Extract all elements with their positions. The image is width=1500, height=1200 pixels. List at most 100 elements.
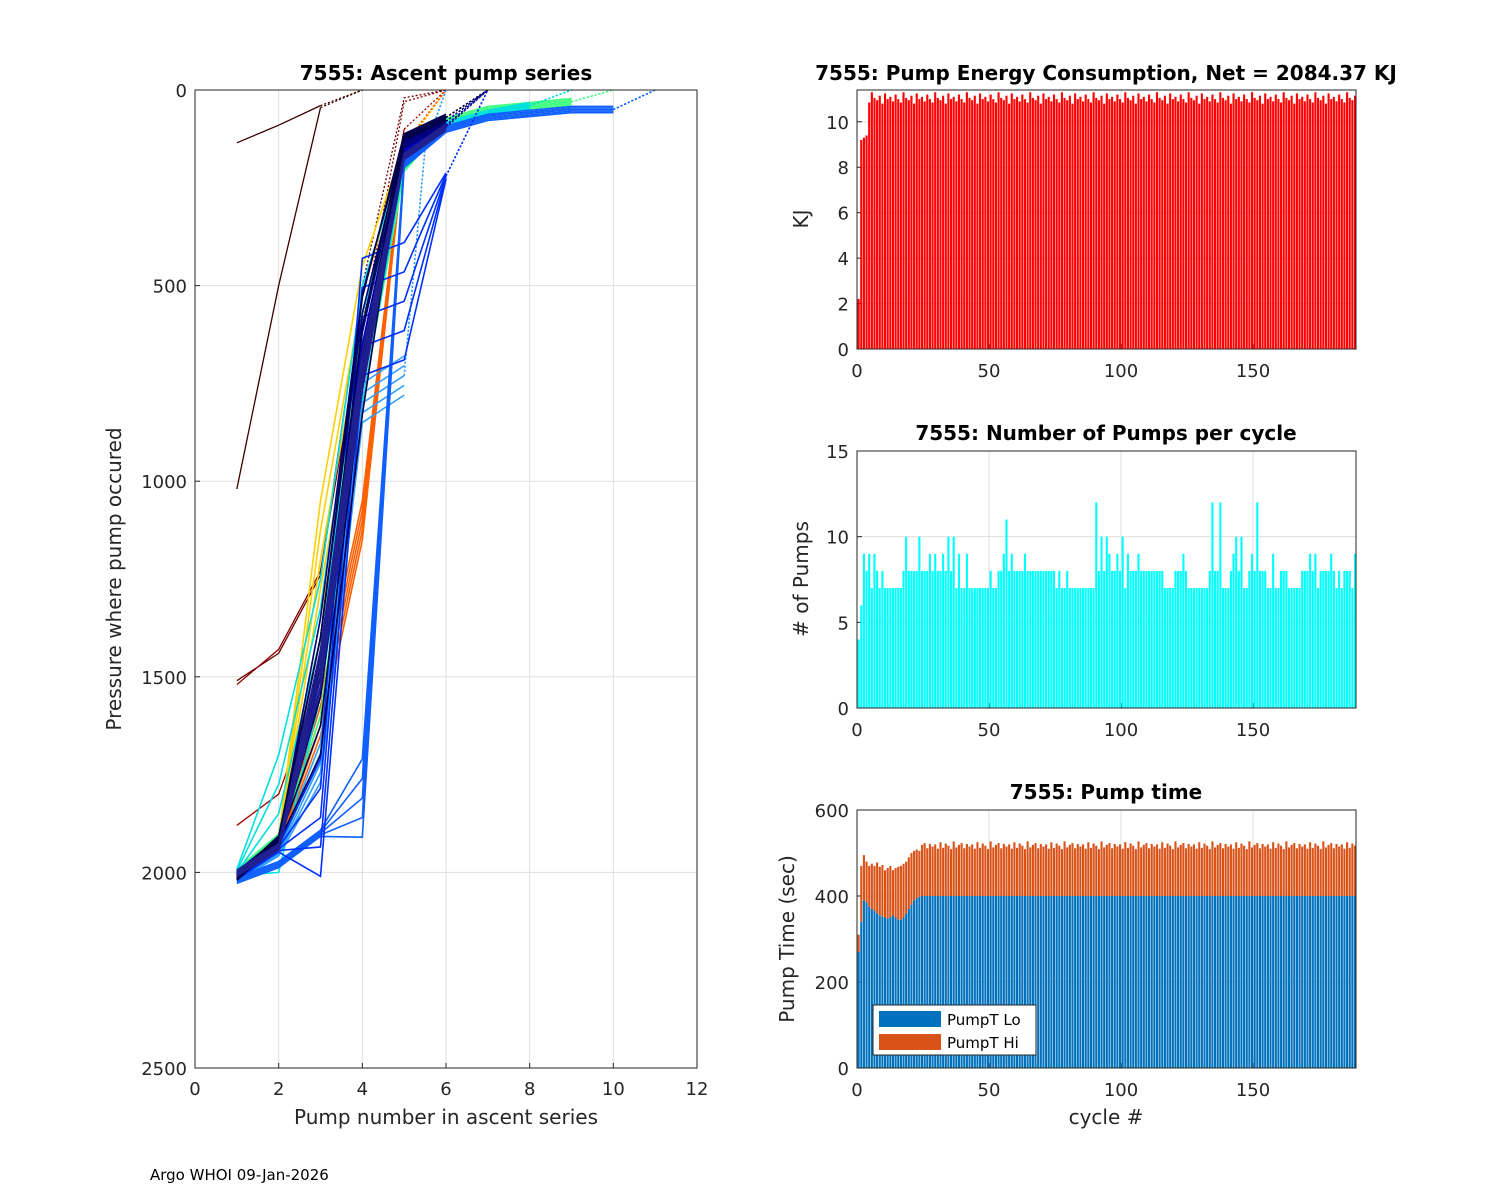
energy-bar [968,97,971,349]
pump-hi-bar [1319,849,1322,896]
pump-hi-bar [1203,843,1206,896]
bars [857,841,1357,1068]
pump-hi-bar [1039,843,1042,896]
energy-bar [1187,92,1190,350]
pump-hi-bar [1063,841,1066,896]
pump-lo-bar [1266,896,1269,1068]
pumps-bar [1145,570,1148,708]
pump-lo-bar [926,896,929,1068]
pump-lo-bar [1192,896,1196,1068]
energy-bar [1316,97,1320,349]
energy-bar [1245,99,1248,349]
pump-lo-bar [1095,896,1098,1068]
energy-bar [1153,102,1156,350]
pump-hi-bar [979,847,982,896]
energy-bar [1010,93,1013,349]
pumps-bar [857,639,860,708]
pump-hi-bar [1340,844,1343,896]
energy-bar [1256,100,1259,349]
pump-hi-bar [1253,844,1256,896]
legend-swatch-lo [879,1011,941,1027]
pumps-bar [1140,570,1143,708]
pumps-bar [1330,553,1333,708]
energy-bar [1327,93,1330,349]
pump-hi-bar [1322,841,1325,896]
pumps-bar [923,570,926,708]
pumps-bar [1089,588,1093,708]
energy-bar [1353,95,1357,349]
pump-lo-bar [1269,896,1272,1068]
energy-bar [1000,97,1003,349]
energy-bar [1179,94,1182,350]
pump-hi-bar [1282,849,1285,896]
pump-hi-bar [1224,843,1227,896]
pump-lo-bar [1142,896,1145,1068]
pumps-bar [989,570,992,708]
pump-lo-bar [1200,896,1203,1068]
series-dotted-line [613,89,656,111]
energy-bar [926,94,929,350]
series-line [236,105,321,144]
pump-hi-bar [1137,841,1140,896]
pump-lo-bar [1076,896,1079,1068]
pump-hi-bar [1045,844,1048,896]
pump-lo-bar [1348,896,1351,1068]
pumps-bar [1000,570,1003,708]
pump-lo-bar [1295,896,1298,1068]
energy-bar [865,135,868,349]
energy-bar [1166,103,1169,349]
pumps-bar [1002,553,1005,708]
pumps-bar [1353,553,1357,708]
energy-bar [913,103,916,349]
pumps-bar [1261,570,1264,708]
plot-frame [856,809,1357,1069]
x-tick-label: 50 [978,720,1001,741]
pumps-bar [1282,570,1285,708]
pump-lo-bar [997,896,1000,1068]
pumps-bar [1148,570,1151,708]
energy-bar [891,101,895,349]
pump-hi-bar [986,849,990,896]
pump-lo-bar [1129,896,1132,1068]
pumps-bar [897,588,900,708]
plot-frame [856,89,1357,350]
pump-hi-bar [1245,849,1248,896]
pump-lo-bar [1277,896,1280,1068]
series-dotted-line [613,89,656,111]
pump-lo-bar [865,902,868,1068]
energy-bar [1314,92,1317,350]
y-tick-label: 0 [838,340,849,361]
series-line [236,101,530,870]
pumps-bar [1047,570,1050,708]
pump-lo-bar [1316,896,1320,1068]
series-line [236,126,447,874]
pumps-bar [965,553,968,708]
energy-bar [1211,94,1214,350]
pump-lo-bar [1087,896,1090,1068]
pump-hi-bar [1166,843,1169,896]
series-line [236,102,572,875]
y-tick-label: 5 [838,613,849,634]
energy-bar [905,97,908,349]
pumps-bar [1338,570,1341,708]
pump-lo-bar [1314,896,1317,1068]
pumps-bar [979,588,982,708]
pump-lo-bar [1060,896,1063,1068]
energy-bar [889,96,892,349]
pump-lo-bar [878,915,881,1068]
pump-lo-bar [1190,896,1193,1068]
pump-hi-bar [1277,843,1280,896]
pump-hi-bar [1023,849,1027,896]
pumps-bar [1108,553,1111,708]
pump-lo-bar [857,951,860,1068]
pump-lo-bar [897,919,900,1068]
pump-hi-bar [1116,846,1119,896]
pumps-bar [944,570,947,708]
pump-lo-bar [1272,896,1275,1068]
x-tick-label: 2 [273,1079,284,1100]
energy-bar [934,92,937,350]
series-dotted-line [613,89,656,111]
pump-lo-bar [1330,896,1333,1068]
pumps-bar [1190,588,1193,708]
pumps-bar [1351,588,1354,708]
